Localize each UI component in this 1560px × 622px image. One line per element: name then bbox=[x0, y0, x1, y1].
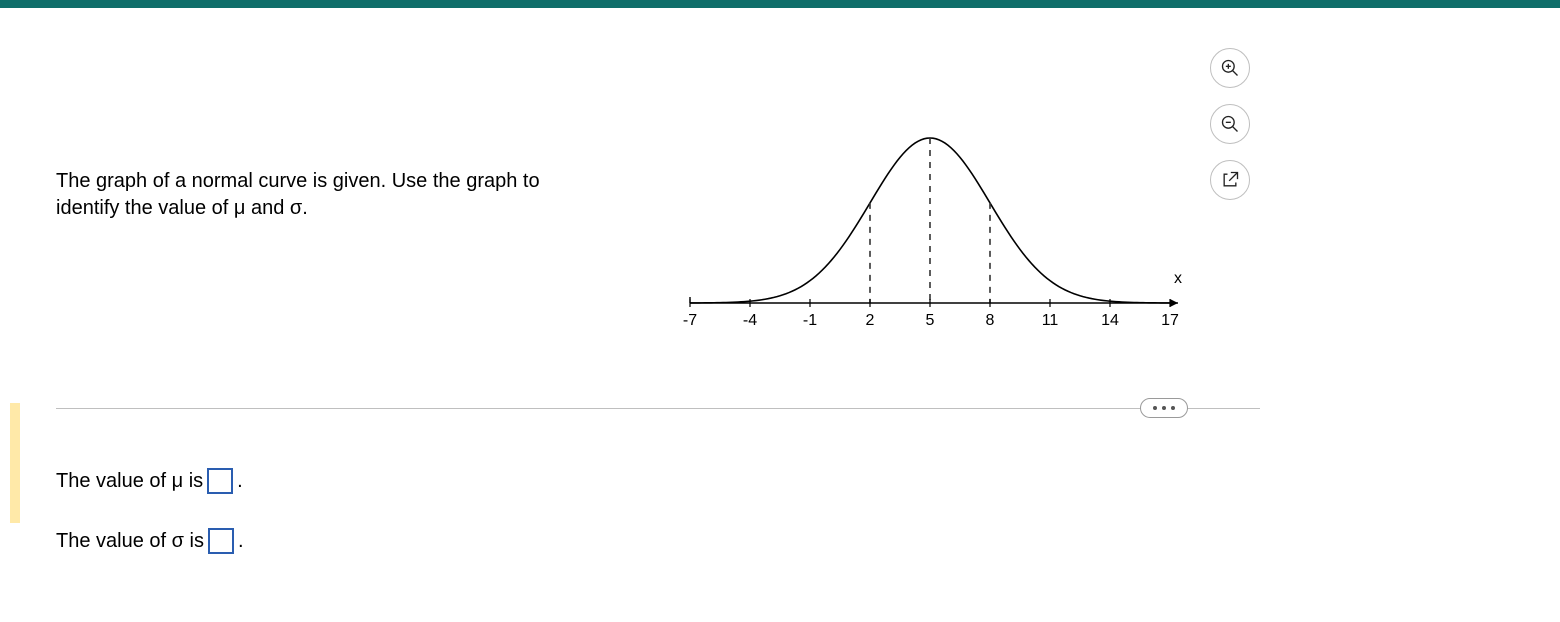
sigma-label: The value of σ is bbox=[56, 530, 204, 553]
svg-text:17: 17 bbox=[1161, 312, 1179, 329]
mu-suffix: . bbox=[237, 470, 243, 493]
mu-answer-line: The value of μ is . bbox=[56, 468, 244, 494]
mu-label: The value of μ is bbox=[56, 470, 203, 493]
svg-text:-7: -7 bbox=[683, 312, 697, 329]
svg-text:11: 11 bbox=[1042, 312, 1059, 329]
sigma-suffix: . bbox=[238, 530, 244, 553]
mu-input[interactable] bbox=[207, 468, 233, 494]
svg-text:-1: -1 bbox=[803, 312, 817, 329]
svg-text:x: x bbox=[1174, 270, 1182, 287]
dot-icon bbox=[1153, 406, 1157, 410]
normal-curve-chart: -7 -4 -1 2 5 8 11 14 17 x bbox=[680, 98, 1200, 348]
svg-text:2: 2 bbox=[866, 312, 875, 329]
svg-text:-4: -4 bbox=[743, 312, 757, 329]
chart-tools bbox=[1210, 48, 1250, 200]
svg-text:14: 14 bbox=[1101, 312, 1119, 329]
more-options-pill[interactable] bbox=[1140, 398, 1188, 418]
open-new-window-button[interactable] bbox=[1210, 160, 1250, 200]
dot-icon bbox=[1162, 406, 1166, 410]
zoom-in-icon bbox=[1220, 58, 1240, 78]
question-area: The graph of a normal curve is given. Us… bbox=[0, 8, 1560, 622]
svg-text:8: 8 bbox=[986, 312, 995, 329]
answer-section: The value of μ is . The value of σ is . bbox=[56, 468, 244, 588]
external-link-icon bbox=[1220, 170, 1240, 190]
zoom-out-icon bbox=[1220, 114, 1240, 134]
zoom-out-button[interactable] bbox=[1210, 104, 1250, 144]
section-divider bbox=[56, 408, 1260, 409]
chart-svg: -7 -4 -1 2 5 8 11 14 17 x bbox=[680, 98, 1200, 348]
svg-text:5: 5 bbox=[926, 312, 935, 329]
current-part-highlight bbox=[10, 403, 20, 523]
zoom-in-button[interactable] bbox=[1210, 48, 1250, 88]
dot-icon bbox=[1171, 406, 1175, 410]
top-accent-bar bbox=[0, 0, 1560, 8]
sigma-input[interactable] bbox=[208, 528, 234, 554]
sigma-answer-line: The value of σ is . bbox=[56, 528, 244, 554]
question-prompt: The graph of a normal curve is given. Us… bbox=[56, 168, 576, 222]
